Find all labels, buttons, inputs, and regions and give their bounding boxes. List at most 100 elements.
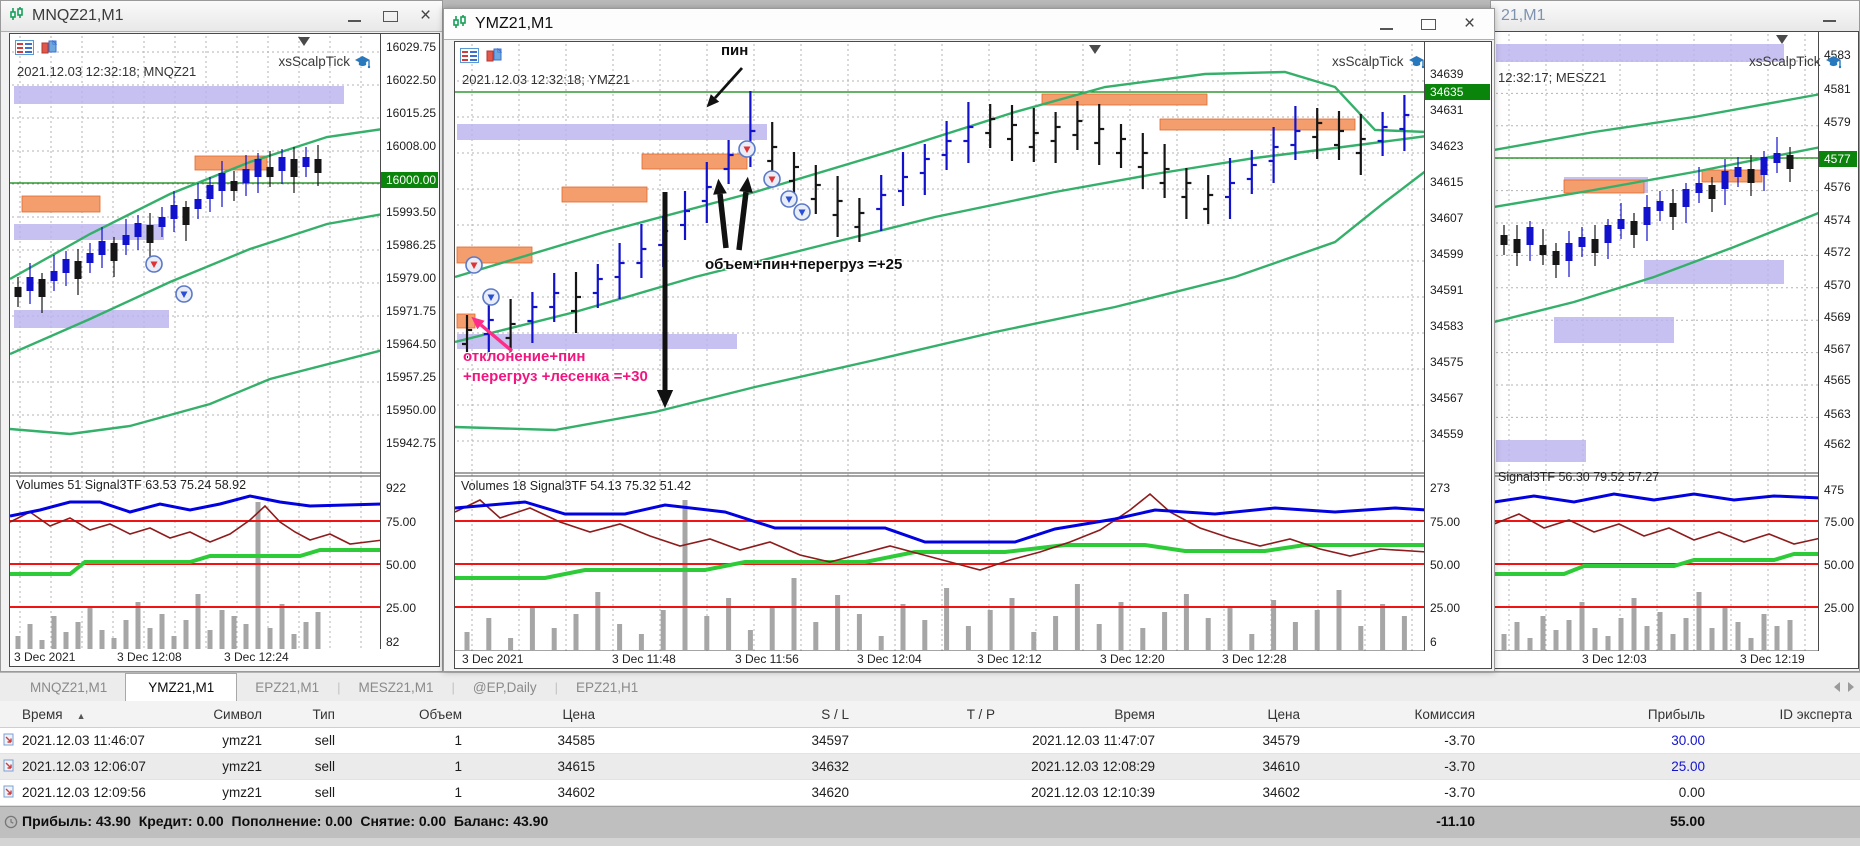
tab-epz21-m1[interactable]: EPZ21,M1 bbox=[237, 673, 337, 701]
cell-volume: 1 bbox=[454, 759, 462, 774]
window-buttons: × bbox=[1380, 9, 1478, 39]
minimize-button[interactable] bbox=[348, 11, 361, 22]
deal-icon bbox=[3, 733, 15, 748]
tab-ymz21-m1[interactable]: YMZ21,M1 bbox=[125, 673, 238, 701]
column-header-type[interactable]: Тип bbox=[312, 706, 335, 722]
history-table: Время ▲ Символ Тип Объем Цена S / L T / P… bbox=[0, 701, 1860, 806]
price-chart-canvas[interactable] bbox=[1494, 32, 1859, 669]
clock-icon bbox=[4, 815, 18, 832]
cell-price-open: 34615 bbox=[557, 759, 595, 774]
tab-label: MESZ21,M1 bbox=[358, 679, 434, 695]
chart-info-text: 12:32:17; MESZ21 bbox=[1498, 70, 1607, 85]
time-label: 3 Dec 12:04 bbox=[857, 652, 922, 666]
history-row[interactable]: 2021.12.03 11:46:07 ymz21 sell 1 34585 3… bbox=[0, 728, 1860, 754]
indicator-scale-label: 50.00 bbox=[1430, 558, 1461, 572]
price-label: 16015.25 bbox=[386, 106, 437, 120]
annotation-deviation-note-line1: отклонение+пин bbox=[463, 348, 586, 365]
indicator-scale-label: 6 bbox=[1430, 635, 1437, 649]
indicator-label: Volumes 51 Signal3TF 63.53 75.24 58.92 bbox=[16, 478, 247, 492]
cell-type: sell bbox=[314, 759, 335, 774]
indicator-doc-icon[interactable] bbox=[40, 39, 59, 60]
time-label: 3 Dec 12:08 bbox=[117, 650, 182, 664]
window-title: 21,M1 bbox=[1501, 7, 1546, 24]
cell-time-open: 2021.12.03 12:09:56 bbox=[0, 785, 192, 800]
cell-volume: 1 bbox=[454, 733, 462, 748]
price-label: 4562 bbox=[1824, 437, 1851, 451]
time-label: 3 Dec 11:56 bbox=[735, 652, 799, 666]
time-label: 3 Dec 12:19 bbox=[1740, 652, 1805, 666]
indicator-scale-label: 273 bbox=[1430, 481, 1451, 495]
column-header-volume[interactable]: Объем bbox=[418, 706, 462, 722]
cell-time-close: 2021.12.03 12:10:39 bbox=[1031, 785, 1155, 800]
column-header-expert[interactable]: ID эксперта bbox=[1779, 706, 1852, 722]
tab-scroll-left-icon[interactable] bbox=[1834, 682, 1840, 692]
column-header-profit[interactable]: Прибыль bbox=[1647, 706, 1705, 722]
cell-volume: 1 bbox=[454, 785, 462, 800]
maximize-button[interactable] bbox=[383, 10, 398, 22]
column-header-sl[interactable]: S / L bbox=[821, 706, 849, 722]
column-header-time-close[interactable]: Время bbox=[1114, 706, 1155, 722]
candlestick-chart-icon bbox=[452, 14, 468, 35]
cell-profit: 0.00 bbox=[1678, 785, 1705, 800]
chart-window-mesz21: 21,M1 12:32:17; MESZ21 xsScalpTick Signa… bbox=[1490, 0, 1860, 672]
window-titlebar[interactable]: 21,M1 bbox=[1491, 1, 1859, 32]
price-label: 15950.00 bbox=[386, 403, 437, 417]
indicator-scale-label: 922 bbox=[386, 481, 407, 495]
indicator-doc-icon[interactable] bbox=[485, 47, 504, 68]
window-titlebar[interactable]: YMZ21,M1 × bbox=[444, 9, 1494, 40]
tab-mnqz21-m1[interactable]: MNQZ21,M1 bbox=[12, 673, 125, 701]
price-label: 15971.75 bbox=[386, 304, 437, 318]
price-label: 4563 bbox=[1824, 407, 1851, 421]
window-titlebar[interactable]: MNQZ21,M1 × bbox=[1, 1, 442, 32]
cell-sl: 34597 bbox=[811, 733, 849, 748]
minimize-button[interactable] bbox=[1823, 11, 1836, 22]
tab-scroll-right-icon[interactable] bbox=[1848, 682, 1854, 692]
price-label: 4576 bbox=[1824, 180, 1851, 194]
time-label: 3 Dec 12:03 bbox=[1582, 652, 1647, 666]
price-chart-canvas[interactable] bbox=[455, 42, 1492, 669]
tab-mesz21-m1[interactable]: MESZ21,M1 bbox=[340, 673, 451, 701]
chart-area[interactable]: 12:32:17; MESZ21 xsScalpTick Signal3TF 5… bbox=[1493, 31, 1859, 669]
price-label: 34623 bbox=[1430, 139, 1464, 153]
history-row[interactable]: 2021.12.03 12:06:07 ymz21 sell 1 34615 3… bbox=[0, 754, 1860, 780]
cell-time-open: 2021.12.03 11:46:07 bbox=[0, 733, 192, 748]
price-label: 34607 bbox=[1430, 211, 1464, 225]
column-header-price-close[interactable]: Цена bbox=[1267, 706, 1300, 722]
tab-scroll-buttons bbox=[1834, 673, 1854, 701]
column-header-price-open[interactable]: Цена bbox=[562, 706, 595, 722]
price-label: 15986.25 bbox=[386, 238, 437, 252]
ohlc-list-icon[interactable] bbox=[460, 48, 479, 68]
price-label: 34639 bbox=[1430, 67, 1464, 81]
annotation-pin: пин bbox=[721, 42, 749, 59]
graduation-cap-icon bbox=[355, 55, 371, 68]
tab-ep-daily[interactable]: @EP,Daily bbox=[455, 673, 555, 701]
column-header-tp[interactable]: T / P bbox=[966, 706, 995, 722]
price-label: 34591 bbox=[1430, 283, 1464, 297]
cell-price-open: 34602 bbox=[557, 785, 595, 800]
column-header-symbol[interactable]: Символ bbox=[213, 706, 262, 722]
ohlc-list-icon[interactable] bbox=[15, 40, 34, 60]
minimize-button[interactable] bbox=[1380, 19, 1393, 30]
indicator-scale-label: 475 bbox=[1824, 483, 1845, 497]
indicator-scale-label: 82 bbox=[386, 635, 400, 649]
history-header-row: Время ▲ Символ Тип Объем Цена S / L T / P… bbox=[0, 701, 1860, 728]
price-chart-canvas[interactable] bbox=[10, 34, 440, 667]
tab-epz21-h1[interactable]: EPZ21,H1 bbox=[558, 673, 656, 701]
close-button[interactable]: × bbox=[1464, 12, 1476, 34]
indicator-label: Volumes 18 Signal3TF 54.13 75.32 51.42 bbox=[461, 479, 692, 493]
chart-area[interactable]: 2021.12.03 12:32:18; MNQZ21 xsScalpTick … bbox=[9, 33, 440, 667]
window-title: YMZ21,M1 bbox=[475, 15, 554, 32]
history-row[interactable]: 2021.12.03 12:09:56 ymz21 sell 1 34602 3… bbox=[0, 780, 1860, 806]
maximize-button[interactable] bbox=[1421, 18, 1436, 30]
column-header-time-open[interactable]: Время ▲ bbox=[0, 707, 192, 722]
chart-tabs-bar: MNQZ21,M1 YMZ21,M1 EPZ21,M1 | MESZ21,M1 … bbox=[0, 672, 1860, 701]
price-label: 4570 bbox=[1824, 278, 1851, 292]
cell-profit: 25.00 bbox=[1671, 759, 1705, 774]
close-button[interactable]: × bbox=[420, 4, 432, 26]
price-label: 34567 bbox=[1430, 391, 1464, 405]
cell-value: 2021.12.03 12:09:56 bbox=[22, 785, 146, 800]
price-label: 34599 bbox=[1430, 247, 1464, 261]
price-label: 16029.75 bbox=[386, 40, 437, 54]
column-header-commission[interactable]: Комиссия bbox=[1414, 706, 1475, 722]
chart-area[interactable]: 2021.12.03 12:32:18; YMZ21 xsScalpTick V… bbox=[454, 41, 1492, 669]
